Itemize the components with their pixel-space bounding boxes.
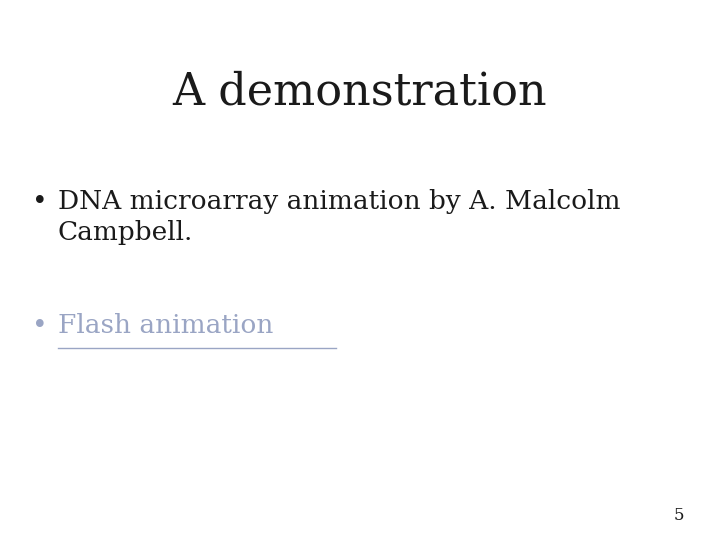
Text: Flash animation: Flash animation bbox=[58, 313, 273, 338]
Text: A demonstration: A demonstration bbox=[173, 70, 547, 113]
Text: 5: 5 bbox=[673, 507, 684, 524]
Text: DNA microarray animation by A. Malcolm
Campbell.: DNA microarray animation by A. Malcolm C… bbox=[58, 189, 620, 245]
Text: •: • bbox=[32, 189, 48, 214]
Text: •: • bbox=[32, 313, 48, 338]
